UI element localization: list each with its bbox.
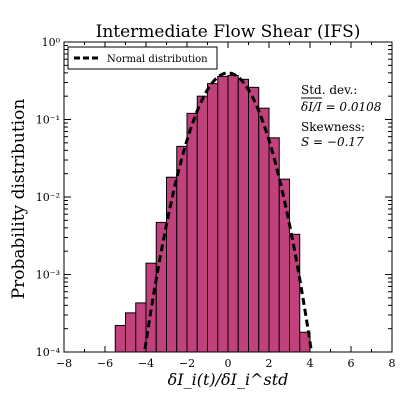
x-tick-label: 8	[389, 357, 396, 370]
legend-label-normal: Normal distribution	[107, 54, 208, 65]
histogram-bar	[196, 95, 208, 353]
y-tick-label: 10⁻³	[36, 269, 60, 282]
histogram-bar	[227, 74, 239, 353]
skewness-formula: S = −0.17	[301, 135, 364, 149]
x-tick-label: 2	[266, 357, 273, 370]
histogram-bar	[125, 312, 137, 353]
histogram-bar	[155, 221, 167, 353]
histogram-bar	[217, 75, 229, 353]
histogram-bar	[258, 107, 270, 353]
x-tick-label: −6	[97, 357, 113, 370]
y-tick-label: 10⁻⁴	[36, 346, 61, 359]
normal-distribution-curve	[143, 71, 313, 350]
std-dev-formula: δI/I = 0.0108	[301, 100, 382, 114]
x-tick-label: 6	[348, 357, 355, 370]
y-tick-label: 10⁻¹	[36, 114, 60, 127]
histogram-bar	[248, 86, 260, 353]
legend-box	[67, 46, 218, 70]
legend: Normal distribution	[67, 46, 218, 70]
x-tick-label: −4	[138, 357, 154, 370]
histogram-bar	[289, 233, 301, 353]
y-tick-label: 10⁰	[42, 36, 61, 49]
chart-title: Intermediate Flow Shear (IFS)	[96, 22, 361, 42]
x-tick-label: −2	[179, 357, 195, 370]
y-axis-label: Probability distribution	[9, 99, 29, 300]
x-axis-label: δI_i(t)/δI_i^std	[168, 370, 289, 389]
histogram-bar	[237, 78, 249, 353]
statistics-annotation: Std. dev.: δI/I = 0.0108 Skewness: S = −…	[301, 83, 382, 149]
y-tick-label: 10⁻²	[36, 191, 60, 204]
histogram-bar	[114, 324, 126, 353]
x-tick-label: 0	[225, 357, 232, 370]
histogram-bar	[145, 262, 157, 353]
histogram-bar	[176, 145, 188, 353]
skewness-label: Skewness:	[301, 120, 365, 134]
x-tick-label: −8	[56, 357, 72, 370]
axis-ticks: −8 −6 −4 −2 0 2 4 6 8 10⁻⁴ 10⁻³ 10⁻² 10⁻¹ 10⁰	[36, 36, 396, 370]
histogram-bar	[186, 112, 198, 353]
std-dev-label: Std. dev.:	[301, 83, 357, 97]
x-tick-label: 4	[307, 357, 314, 370]
histogram-bar	[207, 83, 219, 353]
